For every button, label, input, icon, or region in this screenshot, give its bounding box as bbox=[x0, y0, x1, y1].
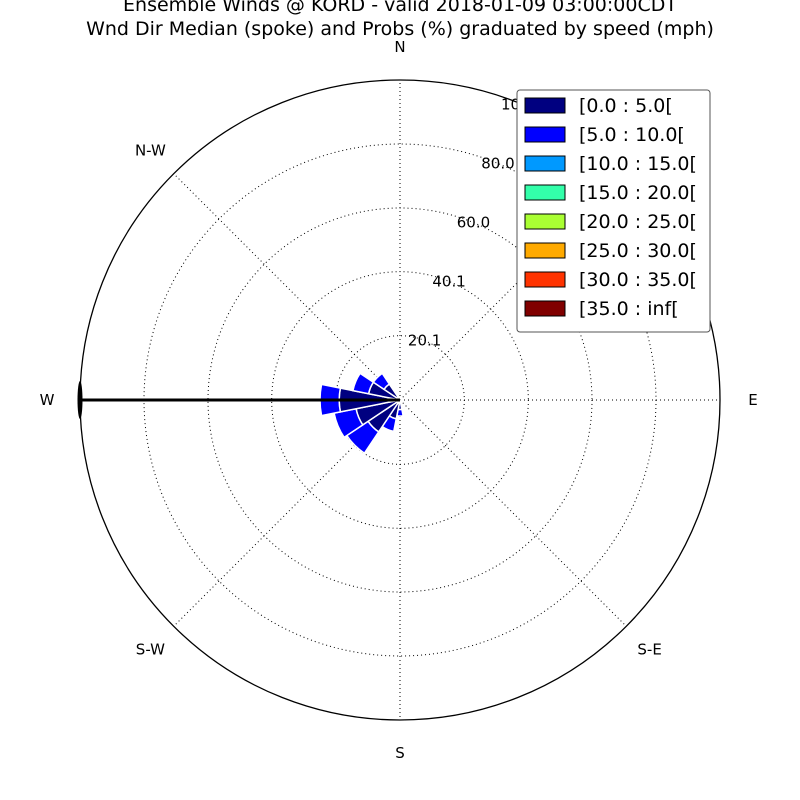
grid-spoke-315 bbox=[173, 173, 401, 401]
median-spoke bbox=[77, 381, 400, 419]
grid-spoke-45 bbox=[399, 173, 627, 401]
radial-tick-label-3: 80.0 bbox=[481, 154, 514, 172]
legend-swatch-4 bbox=[524, 213, 566, 230]
median-spoke-head bbox=[77, 381, 83, 419]
legend-swatch-6 bbox=[524, 271, 566, 288]
legend-label-2: [10.0 : 15.0[ bbox=[579, 153, 697, 175]
legend-label-7: [35.0 : inf[ bbox=[579, 298, 679, 320]
legend-swatch-3 bbox=[524, 184, 566, 201]
radial-tick-label-2: 60.0 bbox=[457, 214, 490, 232]
direction-label-7: N-W bbox=[135, 141, 166, 159]
grid-spoke-135 bbox=[399, 399, 627, 627]
direction-label-0: N bbox=[394, 38, 405, 56]
legend-label-1: [5.0 : 10.0[ bbox=[579, 124, 685, 146]
legend-swatch-0 bbox=[524, 97, 566, 114]
legend-swatch-2 bbox=[524, 155, 566, 172]
chart-title: Ensemble Winds @ KORD - valid 2018-01-09… bbox=[123, 0, 677, 16]
direction-label-2: E bbox=[748, 391, 757, 409]
direction-label-5: S-W bbox=[136, 641, 165, 659]
legend-swatch-5 bbox=[524, 242, 566, 259]
chart-subtitle: Wnd Dir Median (spoke) and Probs (%) gra… bbox=[86, 18, 714, 40]
legend-swatch-1 bbox=[524, 126, 566, 143]
legend: [0.0 : 5.0[ [5.0 : 10.0[ [10.0 : 15.0[ [15.… bbox=[516, 89, 711, 333]
legend-label-6: [30.0 : 35.0[ bbox=[579, 269, 697, 291]
legend-label-3: [15.0 : 20.0[ bbox=[579, 182, 697, 204]
direction-label-4: S bbox=[395, 744, 405, 762]
direction-label-3: S-E bbox=[637, 641, 661, 659]
legend-swatch-7 bbox=[524, 300, 566, 317]
grid-spoke-225 bbox=[173, 399, 401, 627]
rose-bar-6-1 bbox=[372, 372, 391, 391]
radial-tick-label-0: 20.1 bbox=[408, 332, 441, 350]
legend-label-4: [20.0 : 25.0[ bbox=[579, 211, 697, 233]
legend-label-0: [0.0 : 5.0[ bbox=[579, 95, 673, 117]
windrose-bars bbox=[319, 372, 405, 455]
radial-tick-label-1: 40.1 bbox=[432, 272, 465, 290]
legend-label-5: [25.0 : 30.0[ bbox=[579, 240, 697, 262]
direction-label-6: W bbox=[40, 391, 55, 409]
